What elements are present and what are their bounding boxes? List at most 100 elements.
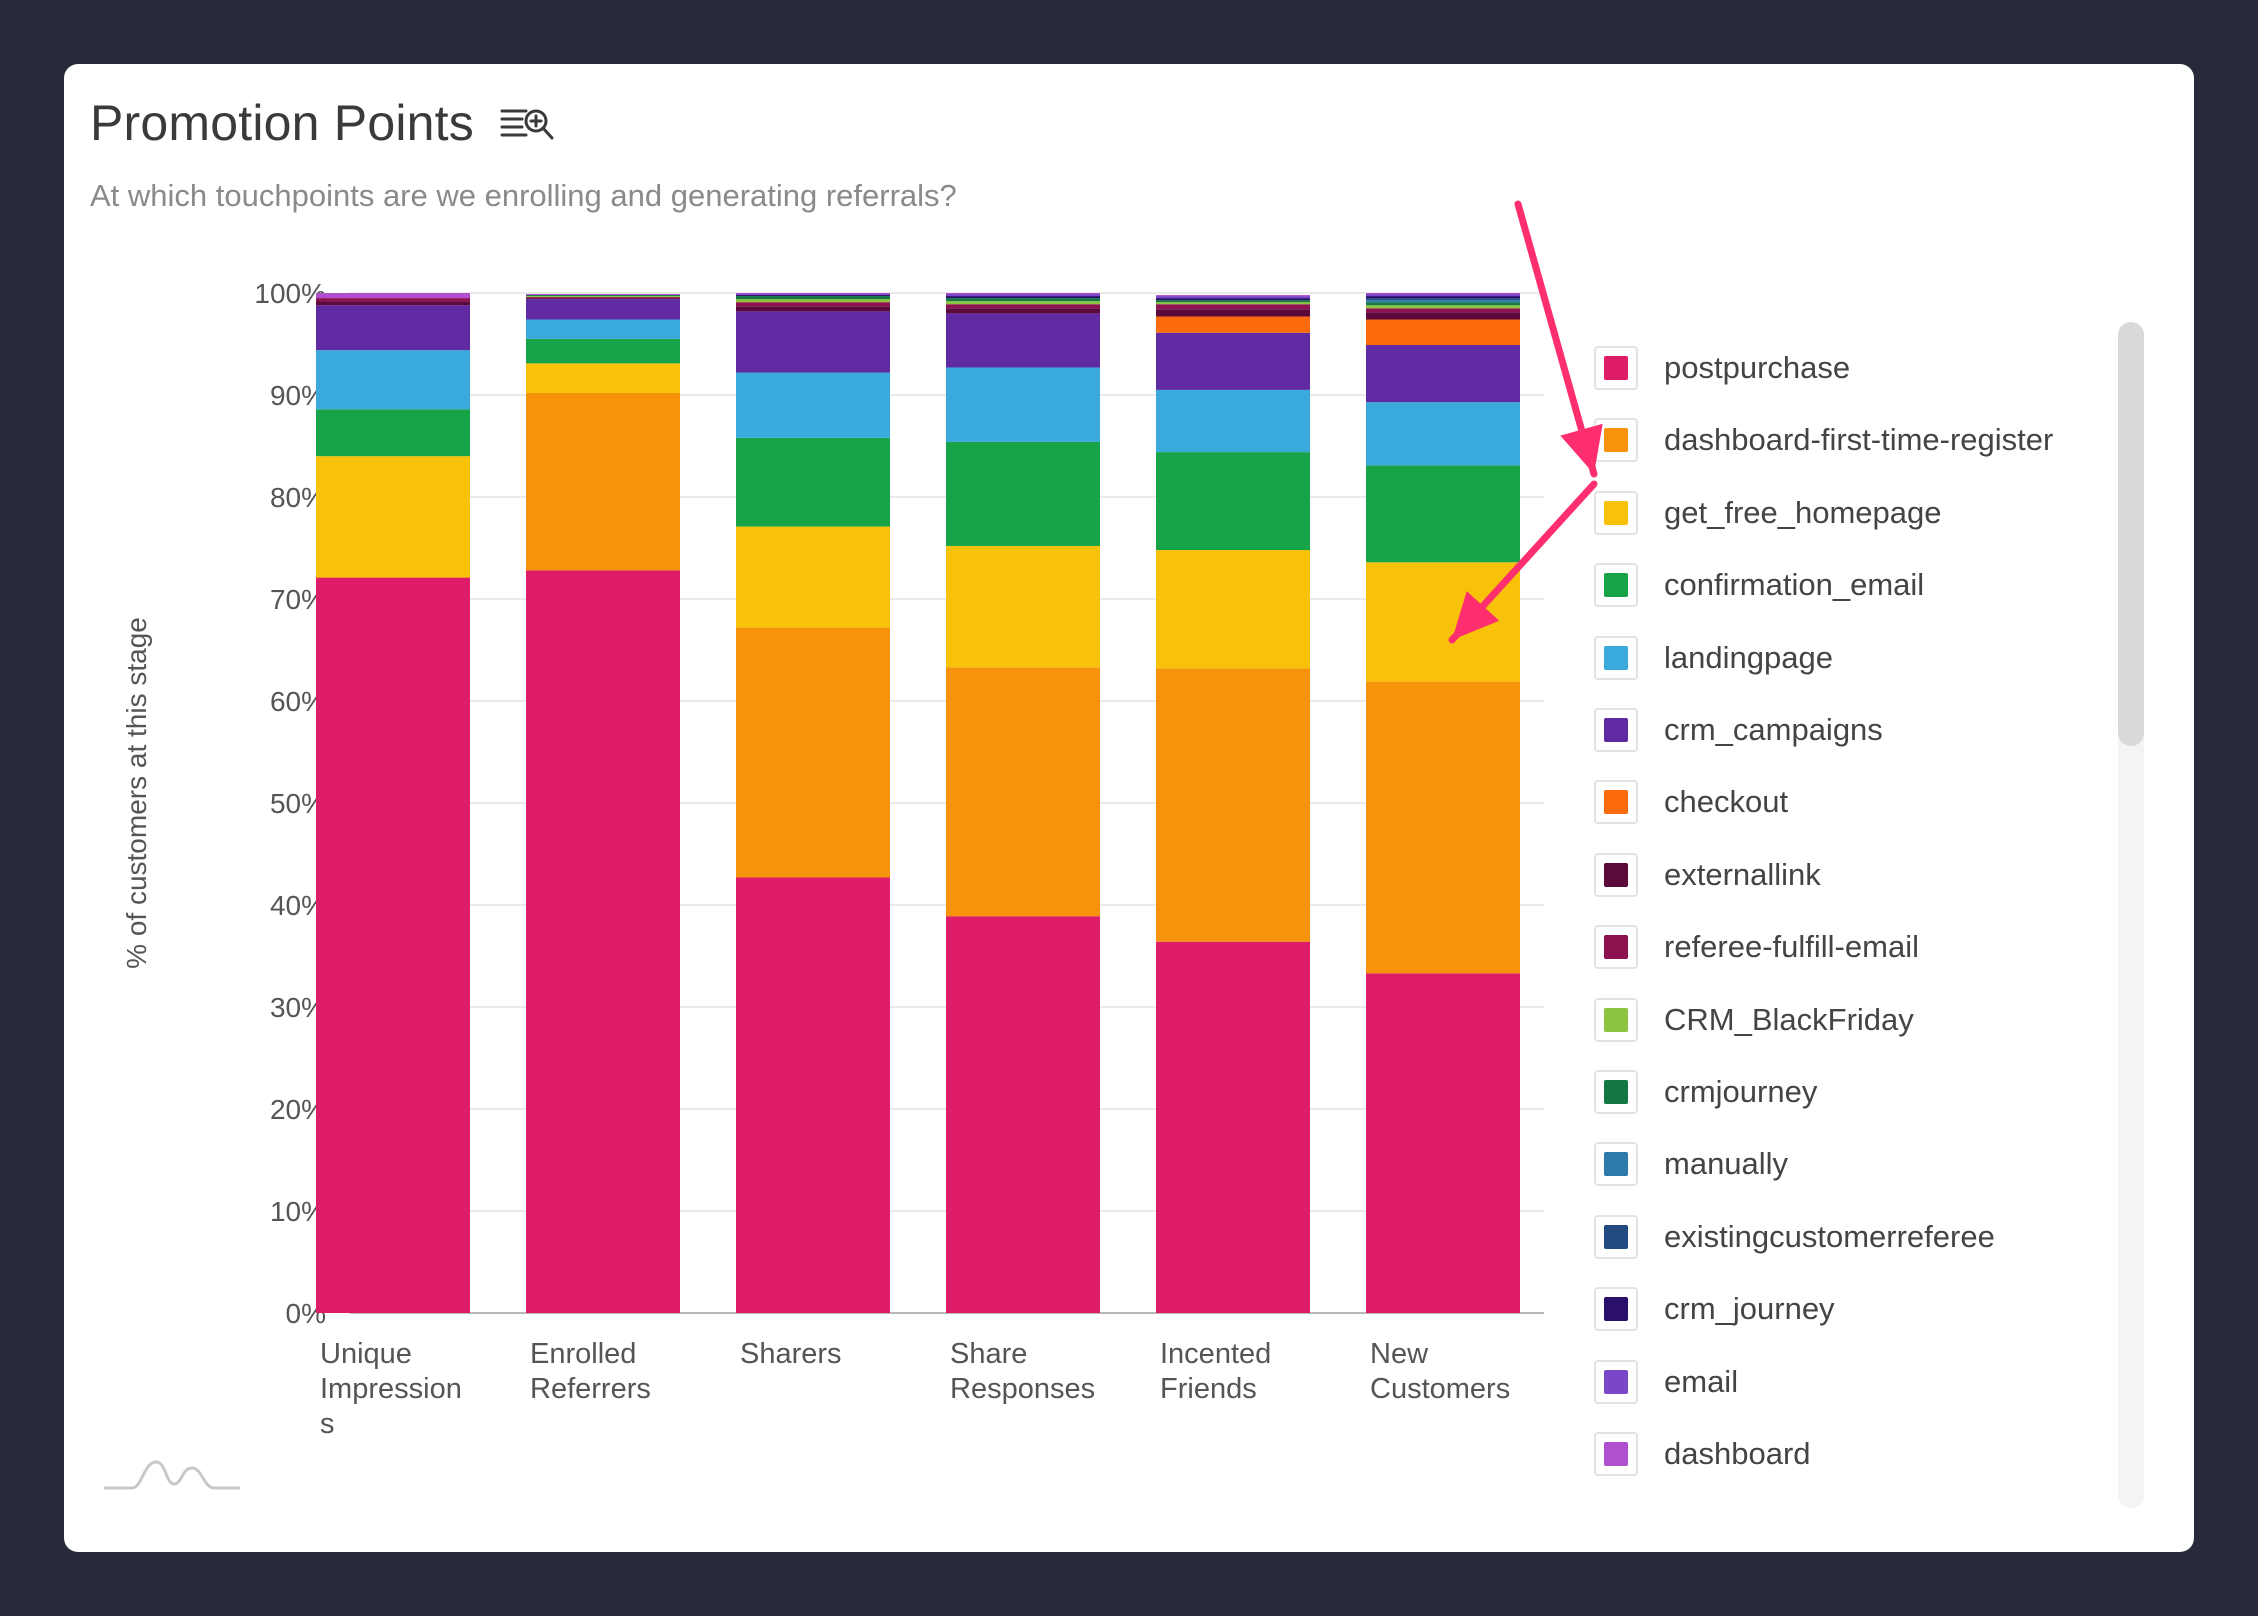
legend-label: checkout bbox=[1664, 784, 1789, 820]
legend-checkbox[interactable] bbox=[1594, 1432, 1638, 1476]
bar-segment bbox=[1366, 298, 1520, 301]
bar-segment bbox=[1156, 452, 1310, 551]
bar-segment bbox=[526, 296, 680, 298]
legend-label: referee-fulfill-email bbox=[1664, 929, 1919, 965]
bar-segment bbox=[1366, 302, 1520, 306]
legend-checkbox[interactable] bbox=[1594, 780, 1638, 825]
bar-segment bbox=[316, 301, 470, 306]
x-tick-label: Unique Impression s bbox=[320, 1338, 462, 1440]
legend-checkbox[interactable] bbox=[1594, 1214, 1638, 1259]
bar-segment bbox=[1366, 308, 1520, 313]
legend-checkbox[interactable] bbox=[1594, 1142, 1638, 1187]
bar-segment bbox=[736, 299, 890, 303]
legend-label: crm_journey bbox=[1664, 1291, 1835, 1327]
legend-item[interactable]: manually bbox=[1594, 1134, 1788, 1194]
legend-item[interactable]: referee-fulfill-email bbox=[1594, 917, 1919, 977]
legend-checkbox[interactable] bbox=[1594, 418, 1638, 463]
chart-card: 0% 10% 20% 30% 40% 50% 60% 70% 80% 90% 100%% of cu… bbox=[64, 64, 2194, 1552]
legend-checkbox[interactable] bbox=[1594, 1070, 1638, 1114]
legend-checkbox[interactable] bbox=[1594, 708, 1638, 752]
bar-segment bbox=[1156, 295, 1310, 297]
bar-segment bbox=[1156, 300, 1310, 303]
legend-item[interactable]: dashboard-first-time-register bbox=[1594, 410, 2053, 470]
bar-segment bbox=[1156, 389, 1310, 453]
bar-segment bbox=[1366, 296, 1520, 299]
legend-checkbox[interactable] bbox=[1594, 925, 1638, 970]
legend-label: existingcustomerreferee bbox=[1664, 1218, 1995, 1254]
y-tick-label: 100% bbox=[254, 278, 326, 309]
bar-segment bbox=[736, 627, 890, 878]
legend-checkbox[interactable] bbox=[1594, 1287, 1638, 1332]
bar-segment bbox=[1366, 294, 1520, 297]
legend-item[interactable]: existingcustomerreferee bbox=[1594, 1207, 1995, 1267]
legend-checkbox[interactable] bbox=[1594, 997, 1638, 1042]
legend-label: postpurchase bbox=[1664, 350, 1851, 385]
legend-item[interactable]: crm_journey bbox=[1594, 1279, 1835, 1339]
legend[interactable]: postpurchase dashboard-first-time-registe… bbox=[1594, 324, 2194, 1510]
legend-checkbox[interactable] bbox=[1594, 635, 1638, 680]
bar-segment bbox=[1366, 402, 1520, 466]
legend-item[interactable]: CRM_BlackFriday bbox=[1594, 990, 1914, 1050]
bar-segment bbox=[1366, 293, 1520, 295]
legend-checkbox[interactable] bbox=[1594, 852, 1638, 897]
legend-swatch bbox=[1604, 935, 1628, 960]
bar-segment bbox=[946, 301, 1100, 305]
bar-segment bbox=[1156, 550, 1310, 669]
legend-item[interactable]: crm_campaigns bbox=[1594, 700, 1883, 760]
legend-swatch bbox=[1604, 1152, 1628, 1177]
legend-swatch bbox=[1604, 500, 1628, 525]
legend-label: crmjourney bbox=[1664, 1074, 1818, 1109]
bar-segment bbox=[736, 296, 890, 300]
legend-label: dashboard-first-time-register bbox=[1664, 422, 2054, 458]
legend-swatch bbox=[1604, 1369, 1628, 1394]
zoom-list-icon[interactable] bbox=[500, 103, 556, 143]
legend-label: manually bbox=[1664, 1146, 1789, 1182]
bar-segment bbox=[946, 545, 1100, 668]
legend-swatch bbox=[1604, 428, 1628, 453]
bar-segment bbox=[526, 338, 680, 364]
bar-segment bbox=[316, 409, 470, 457]
legend-item[interactable]: checkout bbox=[1594, 772, 1788, 832]
bar-segment bbox=[1366, 300, 1520, 303]
bar-segment bbox=[526, 297, 680, 299]
legend-item[interactable]: dashboard bbox=[1594, 1424, 1811, 1484]
y-axis-label: % of customers at this stage bbox=[121, 617, 152, 969]
legend-checkbox[interactable] bbox=[1594, 490, 1638, 535]
bar-segment bbox=[1156, 316, 1310, 333]
legend-checkbox[interactable] bbox=[1594, 346, 1638, 390]
legend-label: landingpage bbox=[1664, 639, 1833, 675]
brand-logo-icon bbox=[104, 1460, 240, 1490]
legend-item[interactable]: crmjourney bbox=[1594, 1062, 1817, 1122]
bar-segment bbox=[1156, 332, 1310, 390]
bar-segment bbox=[526, 298, 680, 300]
bar-segment bbox=[736, 372, 890, 438]
chart-subtitle: At which touchpoints are we enrolling an… bbox=[90, 178, 957, 213]
x-tick-label: Sharers bbox=[740, 1338, 842, 1370]
legend-item[interactable]: postpurchase bbox=[1594, 338, 1850, 398]
legend-scrollbar[interactable] bbox=[2118, 322, 2144, 1508]
x-tick-label: Share Responses bbox=[950, 1338, 1095, 1405]
legend-checkbox[interactable] bbox=[1594, 563, 1638, 608]
bar-segment bbox=[946, 916, 1100, 1313]
legend-item[interactable]: confirmation_email bbox=[1594, 555, 1924, 615]
legend-swatch bbox=[1604, 1080, 1628, 1104]
legend-swatch bbox=[1604, 1297, 1628, 1322]
bar-segment bbox=[946, 313, 1100, 368]
legend-item[interactable]: get_free_homepage bbox=[1594, 483, 1942, 543]
legend-checkbox[interactable] bbox=[1594, 1359, 1638, 1404]
legend-item[interactable]: email bbox=[1594, 1352, 1738, 1412]
stacked-bar-chart: 0%10%20%30%40%50%60%70%80%90%100%% of cu… bbox=[121, 278, 1544, 1440]
bar-segment bbox=[946, 296, 1100, 299]
bar-segment bbox=[1156, 304, 1310, 310]
legend-item[interactable]: landingpage bbox=[1594, 628, 1833, 688]
bar-segment bbox=[1366, 973, 1520, 1313]
legend-label: dashboard bbox=[1664, 1436, 1811, 1471]
bar-segment bbox=[946, 308, 1100, 314]
legend-item[interactable]: externallink bbox=[1594, 845, 1821, 905]
bar-segment bbox=[1156, 302, 1310, 305]
bar-segment bbox=[1366, 345, 1520, 403]
legend-scrollbar-thumb[interactable] bbox=[2118, 322, 2144, 746]
bar-segment bbox=[1156, 298, 1310, 301]
bar-segment bbox=[1366, 465, 1520, 563]
legend-label: crm_campaigns bbox=[1664, 712, 1883, 747]
